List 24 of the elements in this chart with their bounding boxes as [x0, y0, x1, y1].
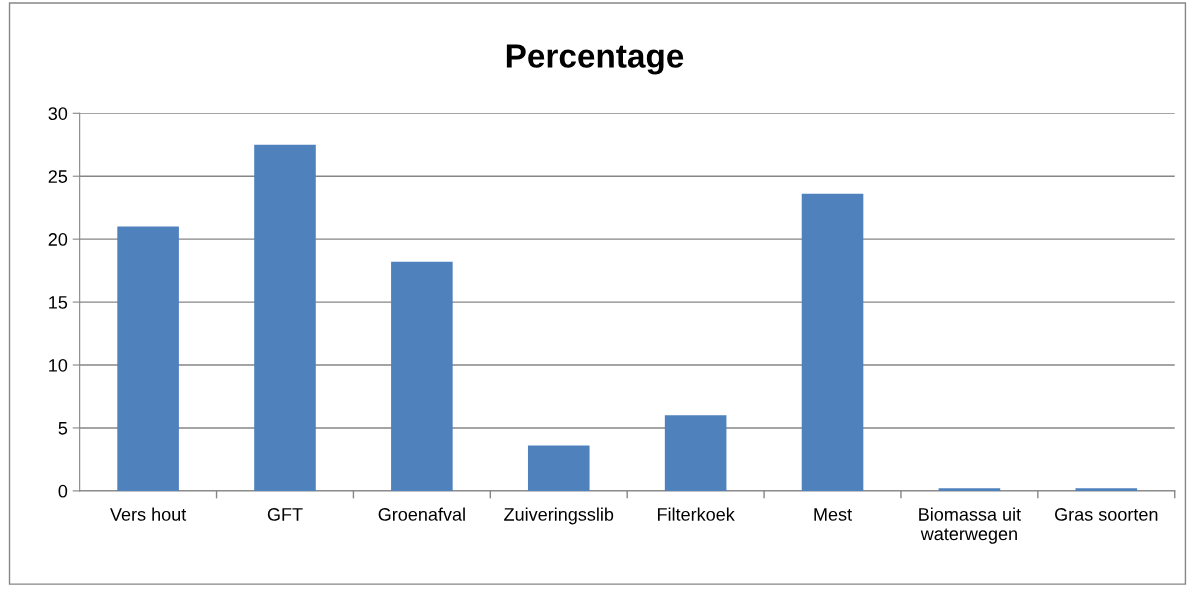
chart-title: Percentage [506, 44, 684, 75]
x-tick-label: Filterkoek [657, 507, 735, 521]
bar [801, 193, 864, 491]
x-tick-label: Vers hout [110, 507, 187, 521]
bar [254, 144, 316, 491]
bar [117, 226, 179, 491]
x-tick-label: Gras soorten [1055, 508, 1158, 521]
bar [527, 445, 590, 491]
x-tick-label: Zuiveringsslib [504, 507, 614, 525]
bar [391, 261, 453, 491]
bar [664, 415, 727, 491]
bar [1075, 488, 1138, 491]
y-tick-label: 0 [58, 484, 68, 498]
x-tick-label: Groenafval [378, 507, 465, 521]
y-tick-label: 25 [48, 170, 68, 183]
y-tick-label: 20 [48, 233, 68, 246]
bar [938, 488, 1001, 491]
x-tick-label: Biomassa uit waterwegen [919, 507, 1021, 544]
y-tick-label: 10 [49, 358, 68, 372]
y-tick-label: 15 [49, 296, 68, 309]
y-tick-label: 5 [58, 422, 68, 435]
y-tick-label: 30 [48, 107, 68, 120]
x-tick-label: Mest [814, 508, 852, 521]
x-tick-label: GFT [267, 508, 303, 521]
